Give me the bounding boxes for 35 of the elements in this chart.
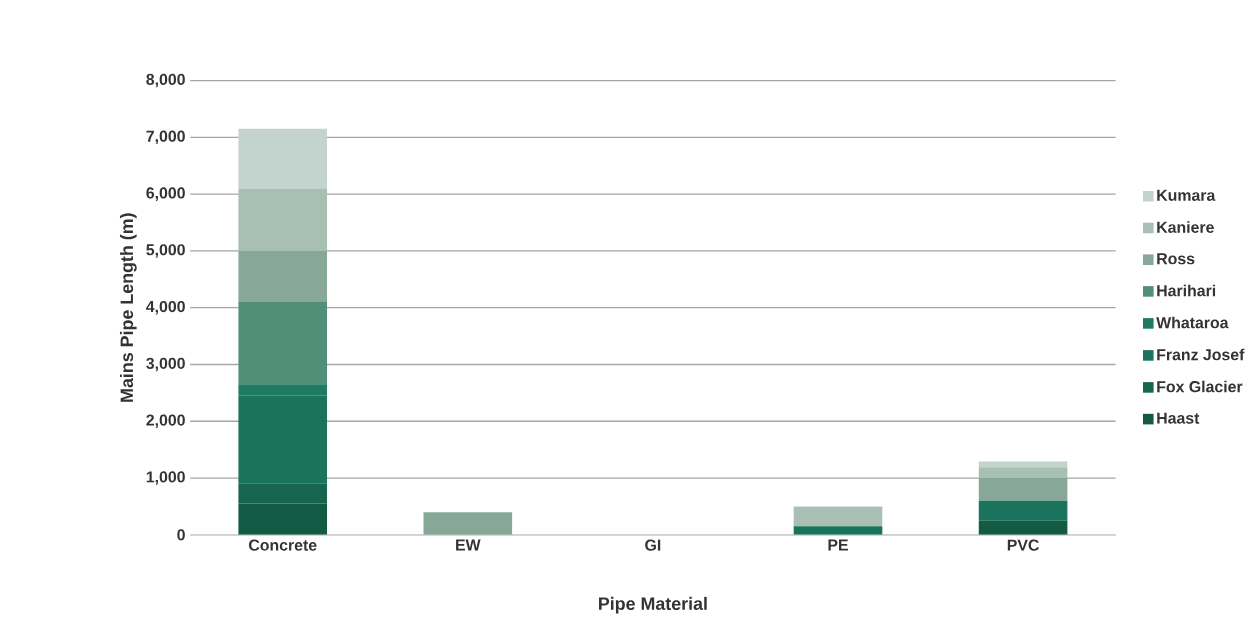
legend-label: Fox Glacier [1157, 380, 1243, 393]
bar [978, 520, 1068, 535]
y-axis-title: Mains Pipe Length (m) [119, 213, 137, 402]
legend-label: Whataroa [1156, 316, 1229, 329]
legend-label: Kaniere [1157, 221, 1214, 233]
bar [793, 506, 883, 527]
y-tick-label: 7,000 [146, 130, 185, 145]
y-tick-label: 1,000 [146, 471, 185, 485]
legend-label: Ross [1157, 253, 1195, 265]
legend-label: Franz Josef [1157, 348, 1245, 361]
y-tick-label: 4,000 [146, 300, 185, 315]
x-axis-title: Pipe Material [599, 596, 707, 614]
x-tick-label: EW [456, 539, 481, 551]
x-tick-label: Concrete [248, 539, 317, 551]
bar [978, 478, 1068, 501]
legend-label: Kumara [1157, 189, 1216, 201]
bar [238, 302, 328, 385]
x-tick-label: PE [828, 539, 848, 551]
y-tick-label: 2,000 [146, 414, 185, 429]
bar [978, 467, 1068, 479]
legend-label: Harihari [1157, 284, 1216, 297]
y-tick-label: 6,000 [146, 187, 185, 201]
bar [793, 526, 883, 535]
y-tick-label: 5,000 [146, 244, 185, 258]
bar [238, 128, 328, 189]
y-tick-label: 3,000 [146, 357, 185, 372]
y-tick-label: 8,000 [146, 73, 185, 88]
legend-label: Haast [1157, 412, 1200, 424]
bar [238, 188, 328, 251]
bar [978, 500, 1068, 521]
y-tick-label: 0 [177, 529, 185, 541]
x-tick-label: GI [645, 539, 661, 551]
bar [238, 250, 328, 303]
x-tick-label: PVC [1007, 539, 1039, 551]
bar [423, 512, 513, 535]
